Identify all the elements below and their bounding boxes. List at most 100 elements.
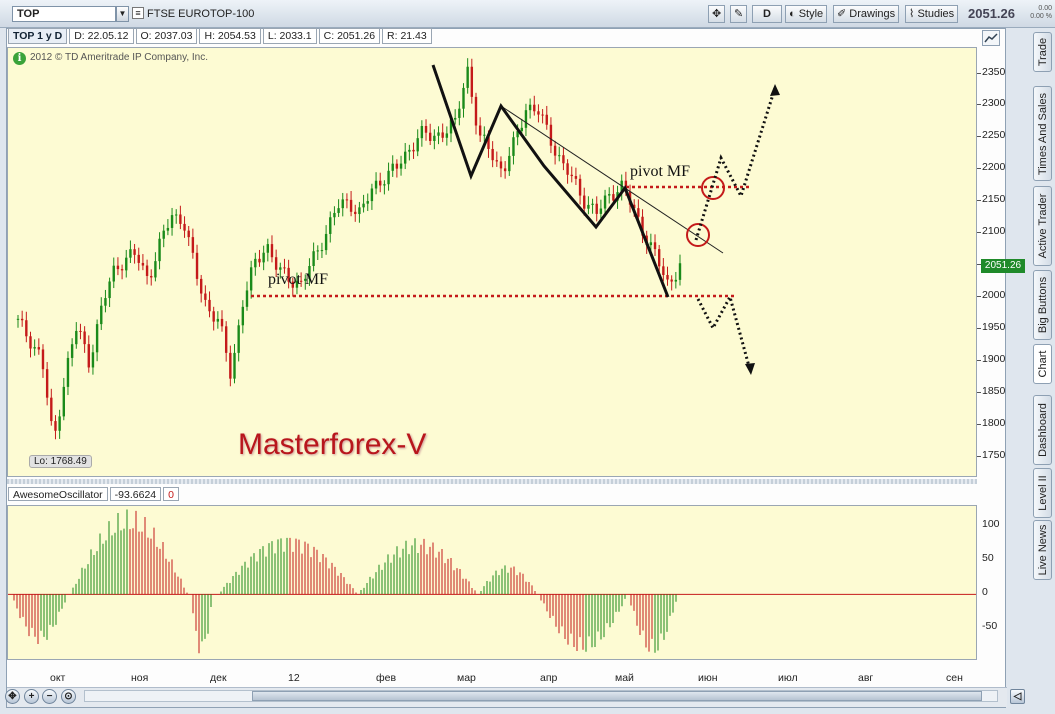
- candle-body: [341, 199, 344, 209]
- symbol-description: FTSE EUROTOP-100: [147, 8, 255, 20]
- crosshair-icon[interactable]: ✥: [708, 5, 726, 23]
- candle-body: [487, 134, 490, 149]
- sidebar-tab-chart[interactable]: Chart: [1033, 344, 1052, 384]
- candle-body: [304, 278, 307, 281]
- candle-body: [354, 211, 357, 215]
- candle-body: [224, 326, 228, 353]
- date-value: D: 22.05.12: [69, 28, 134, 44]
- drawings-button[interactable]: ✐ Drawings: [833, 5, 900, 23]
- candle-body: [274, 257, 278, 270]
- chart-settings-icon[interactable]: [982, 30, 1000, 46]
- time-scrollbar-thumb[interactable]: [252, 691, 982, 701]
- price-chart-svg: [16, 58, 780, 440]
- high-value: H: 2054.53: [199, 28, 261, 44]
- info-icon[interactable]: i: [13, 52, 26, 65]
- candle-body: [258, 258, 261, 263]
- candle-body: [633, 204, 636, 209]
- price-axis-tickmark: [977, 136, 981, 138]
- candle-body: [241, 306, 245, 326]
- candle-body: [528, 104, 532, 111]
- candles: [16, 58, 682, 440]
- studies-button[interactable]: ⌇ Studies: [905, 5, 959, 23]
- candle-body: [270, 244, 274, 258]
- candle-body: [574, 176, 578, 179]
- style-button[interactable]: ◐ Style: [785, 5, 828, 23]
- candle-body: [245, 290, 249, 307]
- candle-body: [395, 163, 399, 169]
- sidebar-tab-times-and-sales[interactable]: Times And Sales: [1033, 86, 1052, 181]
- ohlc-infobar: TOP 1 y D D: 22.05.12 O: 2037.03 H: 2054…: [8, 28, 434, 44]
- price-axis-tick: 1900: [982, 353, 1006, 365]
- arrowhead-up: [770, 84, 780, 96]
- sidebar-tab-level-ii[interactable]: Level II: [1033, 468, 1052, 518]
- price-axis-tickmark: [977, 264, 981, 266]
- price-change: 0.00 0.00 %: [1024, 5, 1052, 21]
- candle-body: [283, 267, 286, 269]
- period-button[interactable]: D: [752, 5, 782, 23]
- style-icon: ◐: [789, 8, 796, 20]
- projection-down: [696, 293, 752, 371]
- candle-body: [499, 161, 503, 169]
- sidebar-tab-live-news[interactable]: Live News: [1033, 520, 1052, 580]
- pan-icon[interactable]: ✥: [5, 689, 20, 704]
- candle-body: [70, 344, 74, 358]
- candle-body: [187, 230, 190, 238]
- candle-body: [358, 207, 361, 215]
- candle-body: [33, 347, 36, 349]
- drawings-label: Drawings: [849, 8, 896, 20]
- candle-body: [83, 331, 86, 345]
- price-axis-tick: 2000: [982, 289, 1006, 302]
- zoom-reset-icon[interactable]: ⊙: [61, 689, 76, 704]
- price-axis-tick: 2250: [982, 129, 1006, 142]
- candle-body: [474, 96, 478, 126]
- price-plot[interactable]: [7, 47, 977, 477]
- candle-body: [45, 369, 49, 398]
- candle-body: [595, 203, 598, 214]
- sidebar-tab-active-trader[interactable]: Active Trader: [1033, 186, 1052, 266]
- pane-divider[interactable]: [7, 479, 977, 484]
- candle-body: [125, 257, 128, 271]
- candle-body: [179, 214, 182, 224]
- candle-body: [41, 349, 45, 370]
- candle-body: [437, 132, 440, 136]
- oscillator-name[interactable]: AwesomeOscillator: [8, 487, 108, 501]
- month-label: окт: [50, 672, 66, 684]
- symbol-lookup-icon[interactable]: ≡: [132, 7, 144, 19]
- sidebar-tab-dashboard[interactable]: Dashboard: [1033, 395, 1052, 465]
- price-axis-tickmark: [977, 168, 981, 170]
- candle-body: [233, 352, 236, 379]
- candle-body: [516, 131, 519, 138]
- symbol-period[interactable]: TOP 1 y D: [8, 28, 68, 44]
- zoom-out-icon[interactable]: −: [42, 689, 57, 704]
- oscillator-axis-tick: 50: [982, 552, 994, 565]
- candle-body: [108, 281, 111, 299]
- scroll-left-icon[interactable]: ◁: [1010, 689, 1025, 704]
- candle-body: [387, 170, 390, 185]
- oscillator-axis-tick: -50: [982, 620, 998, 633]
- candle-body: [220, 318, 224, 327]
- candle-body: [562, 155, 565, 164]
- sidebar-tab-trade[interactable]: Trade: [1033, 32, 1052, 72]
- candle-body: [87, 344, 90, 368]
- sidebar-tab-big-buttons[interactable]: Big Buttons: [1033, 270, 1052, 340]
- candle-body: [141, 262, 145, 266]
- symbol-input[interactable]: TOP: [12, 6, 116, 22]
- candle-body: [491, 148, 494, 161]
- candle-body: [183, 223, 186, 231]
- change-abs: 0.00: [1038, 5, 1052, 12]
- close-value: C: 2051.26: [318, 28, 381, 44]
- style-label: Style: [798, 8, 824, 20]
- candle-body: [266, 244, 270, 253]
- oscillator-plot[interactable]: [7, 505, 977, 660]
- candle-body: [399, 163, 403, 169]
- candle-body: [541, 114, 544, 116]
- zoom-in-icon[interactable]: +: [24, 689, 39, 704]
- candle-body: [195, 252, 199, 279]
- candle-body: [229, 352, 232, 379]
- candle-body: [424, 125, 428, 133]
- candle-body: [587, 204, 590, 209]
- tools-icon[interactable]: ✎: [730, 5, 748, 23]
- candle-body: [54, 421, 57, 431]
- symbol-dropdown-icon[interactable]: ▼: [116, 6, 129, 22]
- candle-body: [549, 124, 553, 146]
